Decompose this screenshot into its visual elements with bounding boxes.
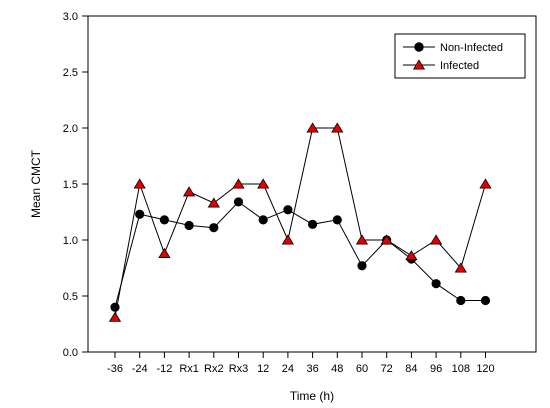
series-layer bbox=[108, 122, 492, 322]
data-point-non-infected bbox=[184, 220, 194, 231]
y-tick-label: 3.0 bbox=[63, 11, 78, 23]
series-line-infected bbox=[114, 127, 486, 318]
y-tick-label: 2.5 bbox=[63, 67, 78, 79]
data-point-non-infected bbox=[209, 223, 219, 233]
data-point-infected bbox=[158, 247, 171, 258]
data-point-infected bbox=[479, 178, 492, 189]
data-point-infected bbox=[207, 197, 220, 208]
y-tick-label: 2.0 bbox=[63, 123, 78, 135]
x-tick-label: 120 bbox=[476, 363, 494, 375]
data-point-infected bbox=[380, 234, 393, 245]
data-point-non-infected bbox=[110, 302, 120, 312]
data-point-infected bbox=[108, 311, 122, 322]
x-tick-label: Rx3 bbox=[229, 363, 249, 375]
data-point-non-infected bbox=[357, 261, 367, 271]
x-tick-label: -12 bbox=[156, 363, 172, 375]
y-axis-title: Mean CMCT bbox=[29, 149, 43, 218]
data-point-infected bbox=[257, 178, 270, 189]
x-tick-label: 72 bbox=[381, 363, 393, 375]
data-point-infected bbox=[232, 178, 245, 189]
x-tick-label: 60 bbox=[356, 363, 368, 375]
x-axis-title: Time (h) bbox=[290, 389, 334, 403]
x-tick-label: 108 bbox=[452, 363, 470, 375]
y-tick-label: 0.5 bbox=[63, 291, 78, 303]
data-point-non-infected bbox=[431, 279, 441, 289]
x-tick-label: 48 bbox=[331, 363, 343, 375]
legend-label-non-infected: Non-Infected bbox=[440, 42, 503, 54]
series-line-non-infected bbox=[114, 201, 486, 308]
data-point-non-infected bbox=[258, 215, 268, 225]
data-point-non-infected bbox=[456, 295, 466, 306]
data-point-infected bbox=[306, 122, 319, 133]
data-point-infected bbox=[429, 234, 443, 245]
legend-marker-infected bbox=[412, 59, 426, 70]
x-tick-label: Rx2 bbox=[204, 363, 224, 375]
data-point-infected bbox=[133, 178, 146, 189]
x-tick-label: 12 bbox=[257, 363, 269, 375]
data-point-non-infected bbox=[283, 205, 293, 215]
x-tick-label: 36 bbox=[306, 363, 318, 375]
data-point-infected bbox=[182, 186, 196, 197]
data-point-non-infected bbox=[135, 209, 145, 219]
y-tick-label: 0.0 bbox=[63, 347, 78, 359]
y-tick-label: 1.0 bbox=[63, 235, 78, 247]
data-point-non-infected bbox=[307, 219, 318, 229]
x-tick-label: 96 bbox=[430, 363, 442, 375]
legend-box bbox=[394, 33, 526, 79]
x-tick-label: 84 bbox=[405, 363, 417, 375]
data-point-non-infected bbox=[233, 197, 244, 207]
y-tick-label: 1.5 bbox=[63, 179, 78, 191]
data-point-infected bbox=[454, 262, 467, 273]
x-tick-label: -24 bbox=[132, 363, 148, 375]
x-tick-label: Rx1 bbox=[179, 363, 199, 375]
legend-marker-non-infected bbox=[414, 42, 424, 52]
data-point-infected bbox=[405, 250, 418, 261]
y-axis: 0.0 0.5 1.0 1.5 2.0 2.5 3.0 bbox=[63, 11, 88, 359]
data-point-infected bbox=[281, 234, 295, 245]
data-point-non-infected bbox=[480, 295, 491, 306]
data-point-non-infected bbox=[332, 215, 342, 225]
data-point-non-infected bbox=[159, 215, 169, 225]
x-tick-label: -36 bbox=[107, 363, 123, 375]
legend-label-infected: Infected bbox=[440, 60, 479, 72]
data-point-infected bbox=[331, 122, 344, 133]
x-tick-label: 24 bbox=[282, 363, 294, 375]
legend: Non-Infected Infected bbox=[394, 33, 526, 79]
data-point-infected bbox=[355, 234, 369, 245]
x-axis: -36 -24 -12 Rx1 Rx2 Rx3 12 24 36 48 60 72 84 96 108 120 bbox=[107, 352, 495, 375]
